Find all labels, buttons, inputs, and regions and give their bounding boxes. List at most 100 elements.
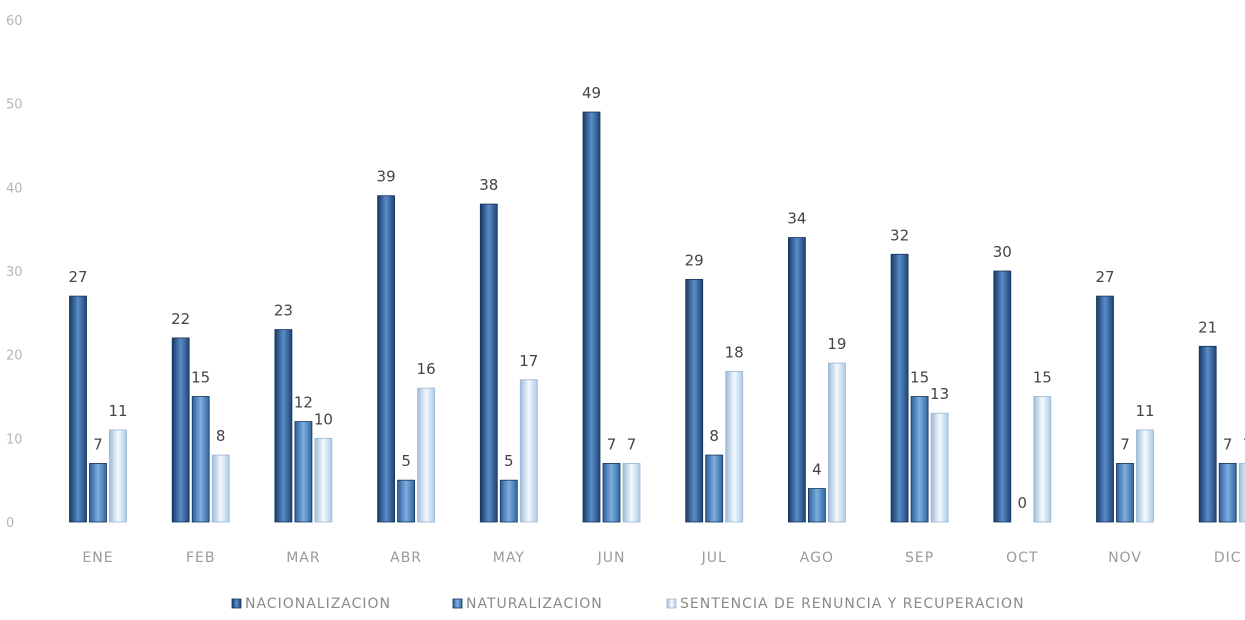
legend-swatch <box>452 598 463 609</box>
data-label: 29 <box>685 251 704 269</box>
bar-ene-series-1 <box>69 295 87 523</box>
bar-may-series-2 <box>499 479 518 523</box>
bar-dic-series-2 <box>1218 463 1237 523</box>
data-label: 8 <box>709 427 719 445</box>
legend-label: SENTENCIA DE RENUNCIA Y RECUPERACION <box>680 596 1025 612</box>
bar-abr-series-2 <box>397 479 416 523</box>
data-label: 15 <box>1033 369 1052 387</box>
data-label: 34 <box>787 210 806 228</box>
legend: NACIONALIZACION NATURALIZACION SENTENCIA D… <box>231 596 1025 612</box>
x-tick-label: ENE <box>82 550 113 566</box>
data-label: 18 <box>725 343 744 361</box>
bar-nov-series-3 <box>1136 429 1154 523</box>
data-label: 5 <box>504 452 514 470</box>
y-tick-label: 10 <box>6 432 23 447</box>
y-tick-label: 60 <box>6 14 23 29</box>
bar-dic-series-1 <box>1198 345 1217 523</box>
data-label: 49 <box>582 84 601 102</box>
legend-label: NACIONALIZACION <box>245 596 391 612</box>
bar-mar-series-2 <box>294 421 313 523</box>
data-label: 17 <box>519 352 538 370</box>
bar-ene-series-3 <box>109 429 127 523</box>
data-label: 11 <box>108 402 127 420</box>
bar-nov-series-1 <box>1096 295 1114 523</box>
data-label: 30 <box>993 243 1012 261</box>
x-tick-label: JUL <box>701 550 727 566</box>
legend-label: NATURALIZACION <box>466 596 603 612</box>
bar-nov-series-2 <box>1116 463 1134 523</box>
data-label: 22 <box>171 310 190 328</box>
x-tick-label: MAR <box>286 550 320 566</box>
data-label: 7 <box>93 435 103 453</box>
x-tick-label: AGO <box>800 550 834 566</box>
bar-ago-series-1 <box>788 237 806 523</box>
data-label: 10 <box>314 410 333 428</box>
data-label: 15 <box>910 369 929 387</box>
data-label: 23 <box>274 302 293 320</box>
x-tick-label: SEP <box>905 550 934 566</box>
x-tick-label: DIC <box>1214 550 1242 566</box>
data-label: 39 <box>377 168 396 186</box>
bar-dic-series-3 <box>1238 463 1245 523</box>
y-axis: 0 10 20 30 40 50 60 <box>6 14 23 531</box>
y-tick-label: 20 <box>6 349 23 364</box>
x-tick-label: NOV <box>1108 550 1142 566</box>
bar-oct-series-3 <box>1033 396 1052 523</box>
x-tick-label: FEB <box>186 550 216 566</box>
data-label: 4 <box>812 461 822 479</box>
x-tick-label: ABR <box>390 550 422 566</box>
data-label: 7 <box>607 435 617 453</box>
y-tick-label: 50 <box>6 98 23 113</box>
data-label: 15 <box>191 369 210 387</box>
bar-sep-series-2 <box>910 396 929 523</box>
bar-jul-series-3 <box>725 370 744 523</box>
bar-abr-series-3 <box>417 387 436 523</box>
bar-may-series-1 <box>479 203 498 523</box>
bar-may-series-3 <box>519 379 538 523</box>
bar-jul-series-2 <box>705 454 724 523</box>
data-label: 11 <box>1135 402 1154 420</box>
data-label: 19 <box>827 335 846 353</box>
bar-mar-series-1 <box>274 329 293 523</box>
data-label: 7 <box>1223 435 1233 453</box>
data-label: 12 <box>294 394 313 412</box>
bar-sep-series-3 <box>930 412 949 523</box>
bar-oct-series-1 <box>993 270 1012 523</box>
bar-feb-series-3 <box>211 454 230 523</box>
data-label: 32 <box>890 226 909 244</box>
x-tick-label: OCT <box>1006 550 1038 566</box>
bar-feb-series-2 <box>191 396 210 523</box>
data-label: 7 <box>627 435 637 453</box>
x-tick-label: JUN <box>597 550 626 566</box>
x-axis: ENE FEB MAR ABR MAY JUN JUL AGO SEP OCT NOV DIC <box>82 550 1242 566</box>
bar-ago-series-2 <box>808 488 826 523</box>
bar-ene-series-2 <box>89 463 107 523</box>
data-label: 27 <box>1095 268 1114 286</box>
legend-swatch <box>666 598 677 609</box>
data-label: 8 <box>216 427 226 445</box>
data-label: 5 <box>401 452 411 470</box>
data-label: 21 <box>1198 318 1217 336</box>
data-label: 16 <box>417 360 436 378</box>
bar-feb-series-1 <box>171 337 190 523</box>
bar-jun-series-3 <box>622 463 641 523</box>
y-tick-label: 30 <box>6 265 23 280</box>
y-tick-label: 0 <box>6 516 14 531</box>
data-label: 7 <box>1120 435 1130 453</box>
data-label: 13 <box>930 385 949 403</box>
bar-jul-series-1 <box>685 278 704 523</box>
data-label: 0 <box>1018 494 1028 512</box>
x-tick-label: MAY <box>493 550 525 566</box>
bar-jun-series-2 <box>602 463 621 523</box>
bar-jun-series-1 <box>582 111 601 523</box>
y-tick-label: 40 <box>6 181 23 196</box>
data-label: 27 <box>68 268 87 286</box>
bar-sep-series-1 <box>890 253 909 523</box>
data-label: 7 <box>1243 435 1245 453</box>
legend-swatch <box>231 598 242 609</box>
bar-abr-series-1 <box>377 195 396 523</box>
bar-mar-series-3 <box>314 437 333 523</box>
bar-ago-series-3 <box>828 362 846 523</box>
